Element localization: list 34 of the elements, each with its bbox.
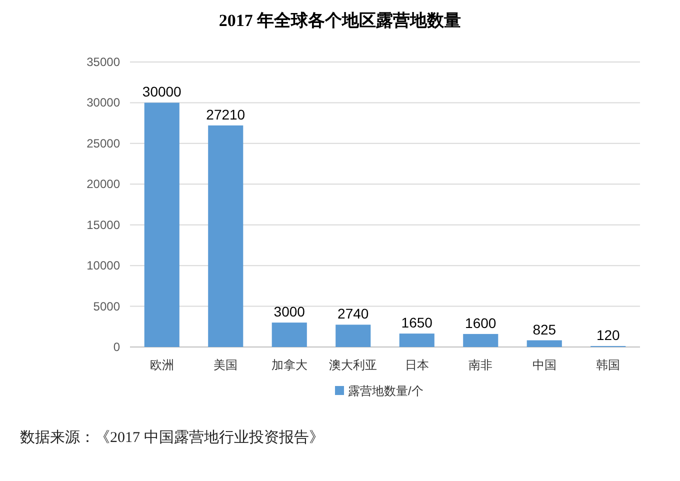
y-tick-label: 5000 [93,299,120,314]
x-tick-label: 加拿大 [271,358,308,372]
data-label: 3000 [274,304,306,320]
source-note: 数据来源：《2017 中国露营地行业投资报告》 [20,429,324,446]
x-tick-label: 欧洲 [150,358,174,372]
data-label: 27210 [206,106,246,122]
bar [272,322,307,347]
chart-title: 2017 年全球各个地区露营地数量 [218,11,462,30]
data-label: 1600 [465,314,496,331]
y-tick-label: 10000 [86,258,120,273]
y-tick-label: 35000 [86,55,120,69]
x-tick-label: 南非 [468,358,493,372]
x-tick-label: 澳大利亚 [329,358,378,372]
data-label: 1650 [401,314,433,331]
y-tick-label: 30000 [86,96,120,110]
data-label: 120 [596,327,620,344]
x-tick-label: 中国 [532,358,556,372]
data-label: 30000 [142,84,182,100]
bar [336,324,371,347]
x-tick-label: 日本 [404,358,429,372]
bar [526,340,562,347]
bar [208,125,244,347]
y-tick-label: 15000 [86,218,120,232]
x-tick-label: 美国 [214,358,238,372]
y-tick-label: 0 [113,340,120,354]
x-tick-label: 韩国 [596,358,620,372]
bar [144,102,180,347]
bar [399,334,434,347]
bar [463,334,498,347]
legend-label: 露营地数量/个 [348,384,424,398]
data-label: 825 [532,321,556,338]
y-tick-label: 20000 [86,177,120,192]
y-tick-label: 25000 [86,136,120,150]
data-label: 2740 [338,306,369,322]
